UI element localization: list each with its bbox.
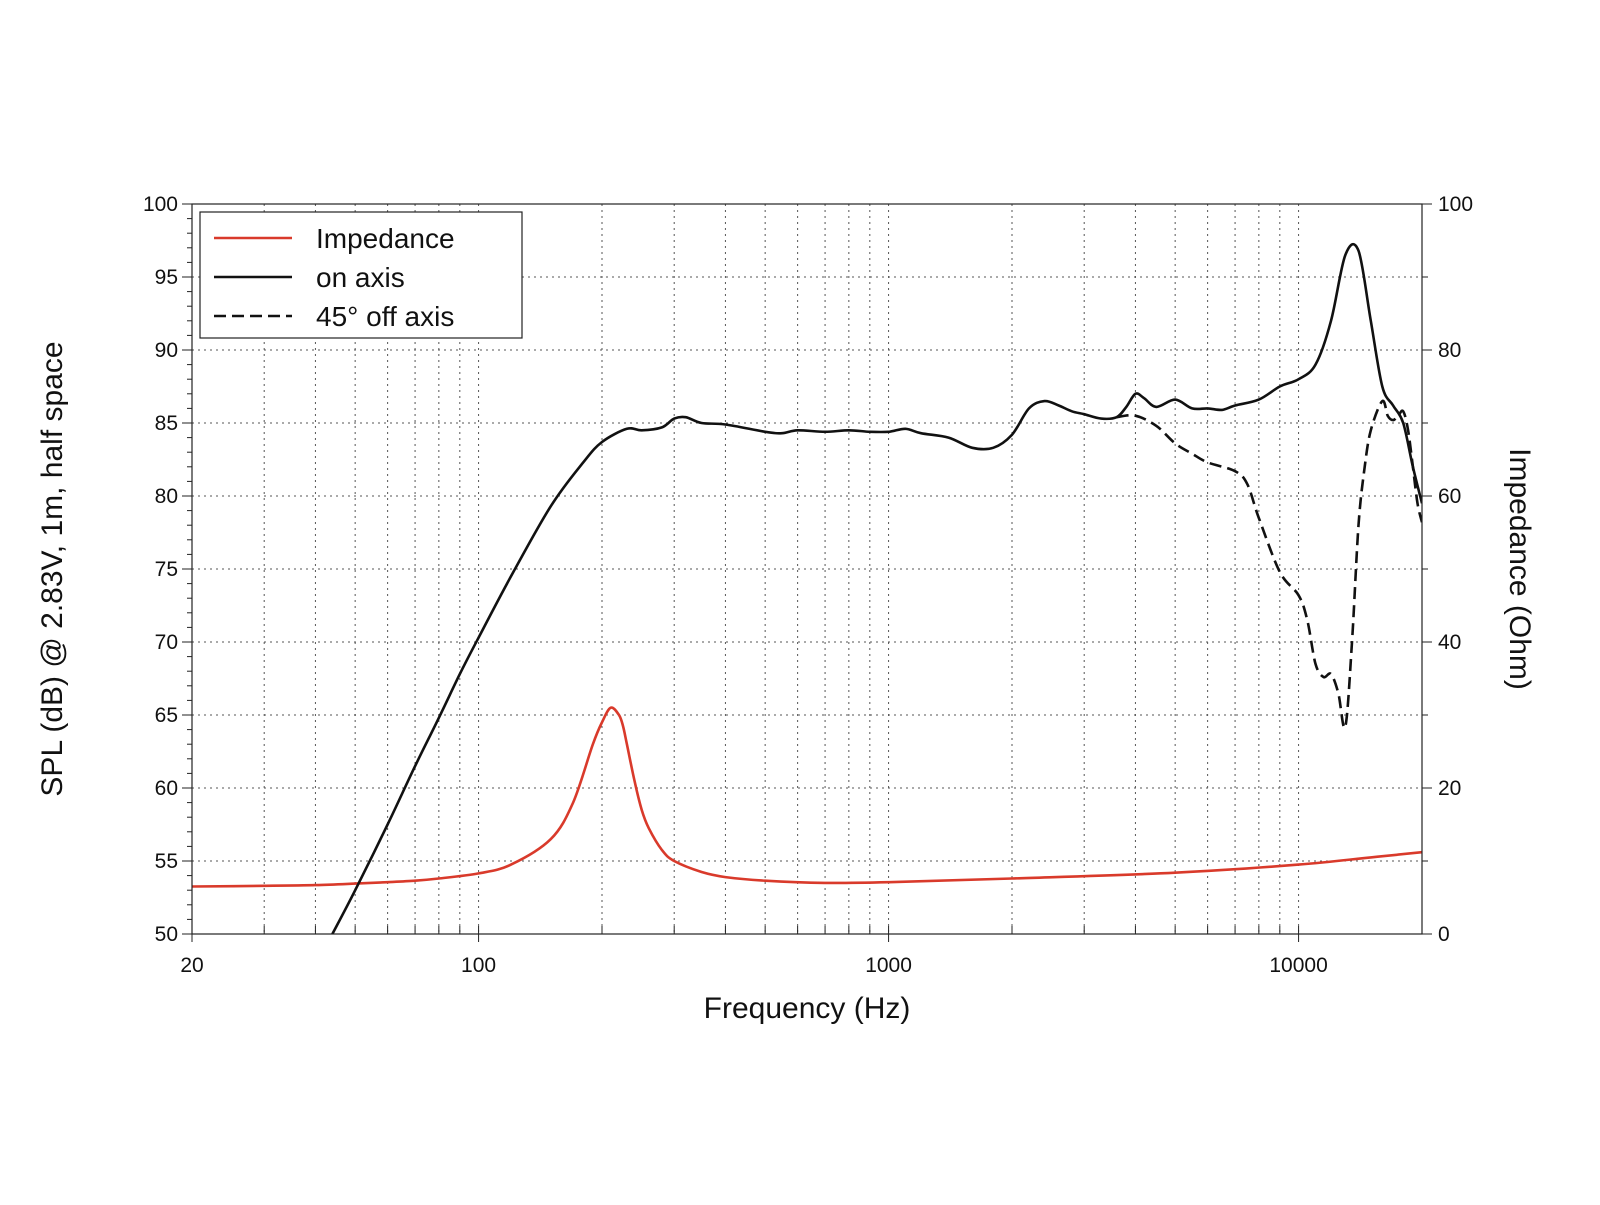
y-tick-label: 95: [155, 266, 178, 289]
y-tick-label: 55: [155, 850, 178, 873]
legend-label-on-axis: on axis: [316, 262, 405, 293]
x-tick-label: 1000: [865, 954, 912, 977]
series-line-45-off-axis: [1116, 399, 1422, 730]
x-tick-label: 20: [180, 954, 203, 977]
series-layer: [192, 242, 1422, 934]
y-tick-label: 50: [155, 923, 178, 946]
legend-label-impedance: Impedance: [316, 223, 455, 254]
y-tick-label: 90: [155, 339, 178, 362]
series-line-on-axis: [331, 242, 1422, 934]
y-tick-label: 100: [143, 193, 178, 216]
y2-axis-title: Impedance (Ohm): [1503, 448, 1536, 690]
y-tick-label: 75: [155, 558, 178, 581]
y-tick-label: 65: [155, 704, 178, 727]
y-tick-label: 60: [155, 777, 178, 800]
x-tick-label: 100: [461, 954, 496, 977]
legend: Impedance on axis 45° off axis: [199, 211, 523, 339]
y2-tick-label: 20: [1438, 777, 1461, 800]
y2-tick-label: 100: [1438, 193, 1473, 216]
x-axis-title: Frequency (Hz): [704, 992, 911, 1025]
y2-tick-label: 60: [1438, 485, 1461, 508]
series-line-impedance: [192, 706, 1422, 888]
y2-tick-label: 0: [1438, 923, 1450, 946]
y-axis-title: SPL (dB) @ 2.83V, 1m, half space: [36, 341, 69, 796]
y-tick-label: 85: [155, 412, 178, 435]
y-tick-label: 70: [155, 631, 178, 654]
legend-label-off-axis: 45° off axis: [316, 301, 454, 332]
y2-tick-label: 80: [1438, 339, 1461, 362]
y2-tick-label: 40: [1438, 631, 1461, 654]
x-tick-label: 10000: [1269, 954, 1327, 977]
plot-frame: [191, 203, 1423, 935]
y-tick-label: 80: [155, 485, 178, 508]
